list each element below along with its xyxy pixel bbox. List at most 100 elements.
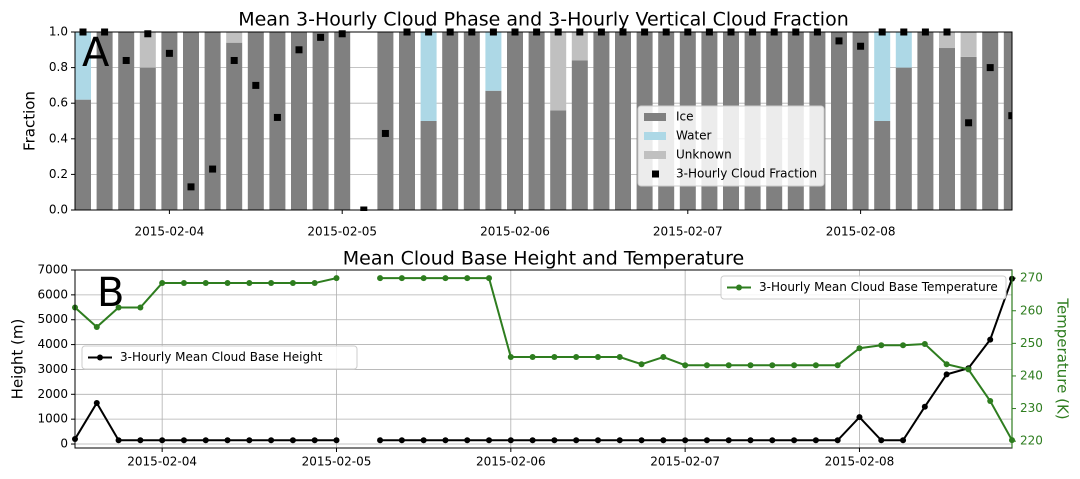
- point: [835, 37, 843, 45]
- point: [943, 361, 950, 368]
- point: [273, 113, 281, 121]
- point: [333, 437, 340, 444]
- x-tick-label: 2015-02-05: [307, 225, 377, 239]
- point: [159, 280, 166, 287]
- point: [769, 362, 776, 369]
- y-tick-label: 0.4: [49, 131, 68, 145]
- y-tick-label: 4000: [37, 337, 68, 351]
- point: [638, 437, 645, 444]
- point: [115, 437, 122, 444]
- y2-tick-label: 260: [1020, 303, 1043, 317]
- bar-segment: [917, 32, 934, 210]
- point: [682, 362, 689, 369]
- point: [921, 341, 928, 348]
- bar-segment: [226, 32, 243, 43]
- x-tick-label: 2015-02-08: [826, 225, 896, 239]
- bar-segment: [334, 32, 351, 210]
- point: [442, 437, 449, 444]
- point: [268, 280, 275, 287]
- x-tick-label: 2015-02-08: [825, 455, 895, 469]
- point: [529, 354, 536, 361]
- point: [486, 275, 493, 282]
- point: [573, 354, 580, 361]
- point: [703, 437, 710, 444]
- point: [338, 30, 346, 38]
- point: [986, 64, 994, 72]
- point: [333, 275, 340, 282]
- point: [289, 280, 296, 287]
- point: [137, 304, 144, 311]
- bar-segment: [1003, 32, 1012, 210]
- point: [791, 437, 798, 444]
- legend-swatch: [644, 113, 666, 121]
- y-tick-label: 6000: [37, 287, 68, 301]
- point: [660, 354, 667, 361]
- point: [1008, 112, 1012, 120]
- point: [377, 437, 384, 444]
- legend-box: [637, 105, 825, 187]
- bar-segment: [75, 32, 91, 100]
- bar-segment: [399, 32, 415, 210]
- point: [246, 280, 253, 287]
- legend-label: Unknown: [676, 148, 732, 162]
- y-tick-label: 1.0: [49, 25, 68, 39]
- bar-segment: [831, 32, 847, 210]
- x-tick-label: 2015-02-06: [476, 455, 546, 469]
- bar-segment: [939, 48, 955, 210]
- point: [202, 280, 209, 287]
- y-tick-label: 0.0: [49, 203, 68, 217]
- point: [137, 437, 144, 444]
- point: [317, 33, 325, 41]
- bar-segment: [204, 32, 221, 210]
- point: [682, 437, 689, 444]
- point: [224, 280, 231, 287]
- point: [224, 437, 231, 444]
- point: [987, 336, 994, 343]
- bar-segment: [528, 32, 545, 210]
- x-tick-label: 2015-02-05: [302, 455, 372, 469]
- bar-segment: [442, 32, 459, 210]
- point: [594, 354, 601, 361]
- point: [834, 362, 841, 369]
- point: [180, 437, 187, 444]
- point: [464, 275, 471, 282]
- point: [616, 354, 623, 361]
- point: [420, 437, 427, 444]
- bar-segment: [75, 99, 91, 210]
- point: [812, 437, 819, 444]
- point: [900, 342, 907, 349]
- point: [311, 437, 318, 444]
- y-tick-label: 1000: [37, 412, 68, 426]
- bar-segment: [571, 32, 588, 61]
- point: [725, 437, 732, 444]
- bar-segment: [874, 32, 891, 121]
- point: [594, 437, 601, 444]
- bar-segment: [485, 90, 502, 210]
- bar-segment: [463, 32, 480, 210]
- y-tick-label: 3000: [37, 362, 68, 376]
- bar-segment: [550, 32, 567, 111]
- legend-label: 3-Hourly Mean Cloud Base Temperature: [759, 280, 998, 294]
- y-tick-label: 0: [60, 437, 68, 451]
- point: [442, 275, 449, 282]
- point: [551, 437, 558, 444]
- y-tick-label: 2000: [37, 387, 68, 401]
- point: [486, 437, 493, 444]
- point: [856, 345, 863, 352]
- point: [464, 437, 471, 444]
- point: [311, 280, 318, 287]
- x-tick-label: 2015-02-07: [650, 455, 720, 469]
- bar-segment: [939, 32, 955, 49]
- bar-segment: [895, 32, 912, 68]
- point: [144, 30, 152, 38]
- bar-segment: [550, 110, 567, 210]
- point: [943, 371, 950, 378]
- point: [93, 324, 100, 331]
- point: [398, 275, 405, 282]
- point: [165, 49, 173, 57]
- bar-segment: [485, 32, 502, 91]
- legend-label: 3-Hourly Mean Cloud Base Height: [120, 350, 323, 364]
- point: [295, 46, 303, 54]
- bar-segment: [247, 32, 264, 210]
